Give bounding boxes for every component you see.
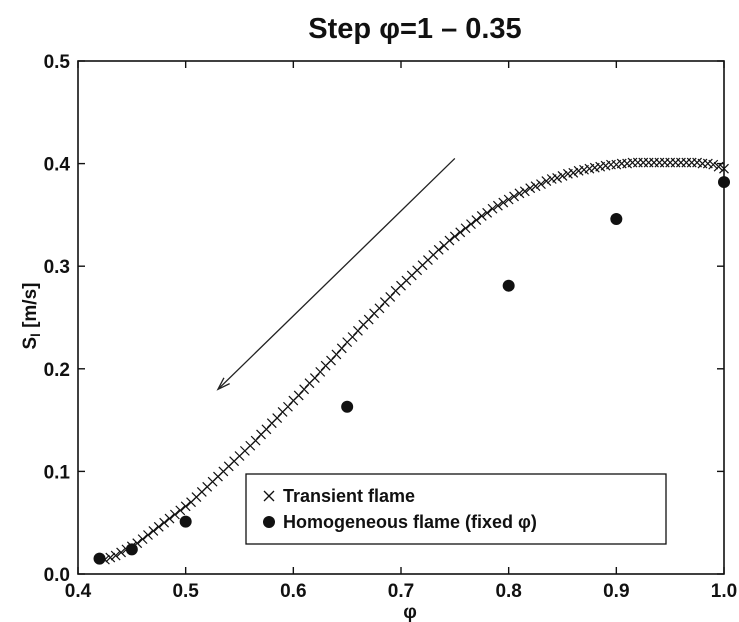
legend-label-homogeneous: Homogeneous flame (fixed φ) (283, 512, 537, 532)
transient-flame-point (450, 232, 459, 241)
x-tick-label: 0.6 (280, 581, 306, 602)
x-tick-label: 0.8 (495, 581, 521, 602)
x-tick-label: 0.7 (388, 581, 414, 602)
chart-title: Step φ=1 – 0.35 (308, 13, 521, 45)
transient-flame-point (644, 158, 653, 167)
transient-flame-point (682, 158, 691, 167)
transient-flame-point (687, 158, 696, 167)
x-tick-label: 0.5 (172, 581, 199, 602)
transient-flame-point (671, 158, 680, 167)
transient-flame-point (434, 245, 443, 254)
transient-flame-point (650, 158, 659, 167)
transient-flame-point (655, 158, 664, 167)
transient-flame-point (160, 518, 169, 527)
transient-flame-point (461, 224, 470, 233)
transient-flame-point (617, 159, 626, 168)
y-tick-label: 0.1 (44, 462, 71, 483)
y-tick-label: 0.0 (44, 565, 70, 586)
x-axis-label: φ (403, 602, 417, 622)
transient-flame-point (456, 228, 465, 237)
y-axis-label-unit: [m/s] (20, 283, 41, 334)
svg-text:Sl [m/s]: Sl [m/s] (20, 283, 43, 350)
transient-flame-point (666, 158, 675, 167)
x-tick-label: 0.9 (603, 581, 629, 602)
transient-flame-point (628, 158, 637, 167)
legend-marker-circle (263, 516, 275, 528)
transient-flame-point (170, 510, 179, 519)
homogeneous-flame-point (126, 543, 138, 555)
transient-flame-point (472, 216, 481, 225)
transient-flame-point (176, 506, 185, 515)
homogeneous-flame-point (718, 176, 730, 188)
homogeneous-flame-point (341, 401, 353, 413)
transient-flame-point (143, 531, 152, 540)
transient-flame-point (138, 535, 147, 544)
transient-flame-point (660, 158, 669, 167)
legend-box (246, 474, 666, 544)
y-tick-label: 0.5 (44, 52, 71, 73)
homogeneous-flame-point (503, 280, 515, 292)
x-tick-label: 1.0 (711, 581, 737, 602)
transient-flame-point (639, 158, 648, 167)
transient-flame-point (676, 158, 685, 167)
transient-flame-point (154, 522, 163, 531)
homogeneous-flame-point (610, 213, 622, 225)
y-tick-label: 0.2 (44, 360, 70, 381)
homogeneous-flame-point (180, 516, 192, 528)
transient-flame-point (698, 159, 707, 168)
legend-label-transient: Transient flame (283, 486, 415, 506)
legend: Transient flame Homogeneous flame (fixed … (246, 474, 666, 544)
y-axis-label: Sl [m/s] (20, 283, 43, 350)
transient-flame-point (606, 160, 615, 169)
transient-flame-point (466, 220, 475, 229)
transient-flame-point (445, 236, 454, 245)
transient-flame-point (181, 502, 190, 511)
y-tick-label: 0.3 (44, 257, 70, 278)
homogeneous-flame-point (94, 553, 106, 565)
transient-flame-point (633, 158, 642, 167)
y-axis-label-main: S (20, 337, 41, 350)
y-tick-label: 0.4 (44, 155, 71, 176)
transient-flame-point (165, 514, 174, 523)
transient-flame-point (149, 526, 158, 535)
